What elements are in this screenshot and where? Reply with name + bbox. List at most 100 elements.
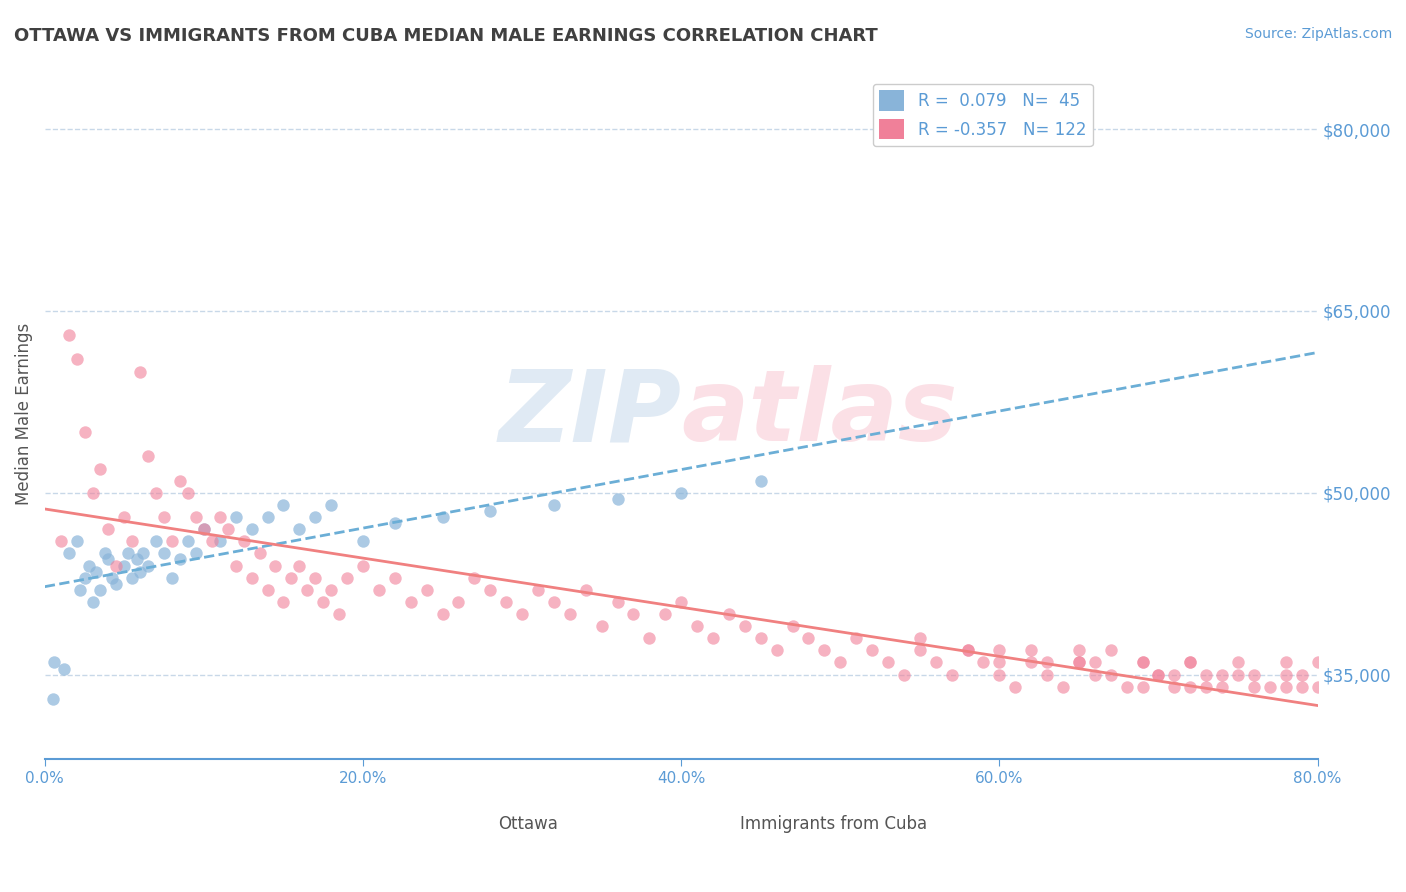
Point (125, 552, 148, 566)
Point (765, 643, 787, 657)
Point (654, 607, 676, 621)
Point (73, 425, 96, 439)
Point (240, 571, 263, 585)
Point (1195, 680, 1218, 694)
Point (240, 522, 263, 536)
Point (1099, 667, 1122, 681)
Point (97, 522, 120, 536)
Point (69, 582, 91, 597)
Point (1163, 680, 1185, 694)
Point (121, 534, 143, 549)
Point (1115, 680, 1137, 694)
Point (1067, 643, 1090, 657)
Point (177, 534, 200, 549)
Point (100, 571, 122, 585)
Point (321, 582, 343, 597)
Point (82, 485, 104, 500)
Point (543, 498, 565, 512)
Point (336, 571, 359, 585)
Point (65, 352, 87, 367)
Point (65, 534, 87, 549)
Point (623, 607, 645, 621)
Point (908, 632, 931, 646)
Point (94, 546, 117, 560)
Point (1274, 656, 1296, 670)
Point (184, 510, 207, 524)
Point (1084, 656, 1107, 670)
Point (297, 582, 319, 597)
Point (73, 571, 96, 585)
Point (225, 558, 247, 573)
Point (782, 619, 804, 633)
Point (1274, 680, 1296, 694)
Point (717, 607, 740, 621)
Point (42, 691, 65, 706)
Point (591, 619, 613, 633)
Point (669, 595, 692, 609)
Point (225, 510, 247, 524)
Point (1019, 643, 1042, 657)
FancyBboxPatch shape (426, 794, 516, 836)
Point (925, 656, 948, 670)
Point (1052, 680, 1074, 694)
Point (813, 643, 835, 657)
Text: Ottawa: Ottawa (499, 814, 558, 833)
Point (956, 643, 979, 657)
Point (105, 576, 128, 591)
Point (121, 571, 143, 585)
Point (117, 546, 139, 560)
Point (1004, 680, 1026, 694)
Point (44, 656, 66, 670)
Point (82, 595, 104, 609)
Point (432, 510, 454, 524)
Point (1226, 656, 1249, 670)
FancyBboxPatch shape (720, 794, 808, 836)
Text: ZIP: ZIP (498, 366, 681, 462)
Point (797, 632, 820, 646)
Point (304, 571, 326, 585)
Point (58, 328, 80, 343)
Point (384, 516, 406, 530)
Point (1180, 656, 1202, 670)
Point (132, 546, 155, 560)
Point (49, 534, 72, 549)
Point (352, 534, 374, 549)
Point (1180, 656, 1202, 670)
Point (558, 607, 581, 621)
Point (208, 510, 231, 524)
Point (575, 582, 598, 597)
Point (384, 571, 406, 585)
Point (367, 582, 389, 597)
Point (606, 595, 628, 609)
Point (160, 534, 183, 549)
Point (184, 546, 207, 560)
Point (527, 582, 550, 597)
Point (52, 661, 75, 675)
Point (432, 607, 454, 621)
Point (1084, 667, 1107, 681)
Point (129, 565, 152, 579)
Point (1132, 680, 1154, 694)
Point (58, 546, 80, 560)
Point (256, 510, 278, 524)
Point (1099, 643, 1122, 657)
Point (1274, 667, 1296, 681)
Point (749, 632, 772, 646)
Point (1132, 656, 1154, 670)
Point (972, 656, 994, 670)
Point (312, 595, 335, 609)
Point (988, 667, 1011, 681)
Point (495, 595, 517, 609)
Point (273, 595, 295, 609)
Point (256, 582, 278, 597)
Point (129, 365, 152, 379)
Point (845, 632, 868, 646)
Point (280, 571, 302, 585)
Point (1195, 667, 1218, 681)
Point (908, 643, 931, 657)
Point (1163, 667, 1185, 681)
Point (749, 474, 772, 488)
Y-axis label: Median Male Earnings: Median Male Earnings (15, 323, 32, 505)
Point (105, 558, 128, 573)
Point (1147, 667, 1170, 681)
